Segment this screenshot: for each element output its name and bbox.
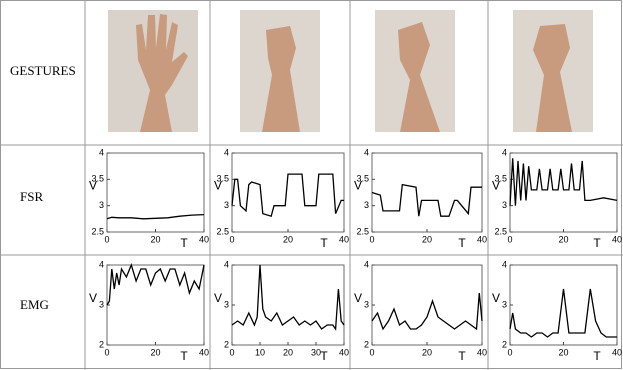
plot-frame [232,265,344,345]
signal-line [372,293,482,329]
y-tick-label: 4 [502,259,507,269]
x-tick-label: 0 [507,347,512,357]
x-tick-label: 20 [283,234,293,244]
x-tick-label: 40 [612,347,622,357]
y-tick-label: 4 [364,259,369,269]
signal-line [107,215,204,219]
plot-frame [107,265,204,345]
row-header: FSR [20,189,43,204]
x-axis-label: T [320,349,328,363]
x-tick-label: 20 [558,234,568,244]
plot-frame [232,153,344,232]
x-tick-label: 0 [369,347,374,357]
x-axis-label: T [458,349,466,363]
y-axis-label: V [214,179,222,193]
y-tick-label: 2.5 [494,226,507,236]
x-axis-label: T [593,349,601,363]
x-tick-label: 40 [199,234,209,244]
signal-line [510,289,617,337]
y-tick-label: 2 [99,339,104,349]
y-tick-label: 2 [502,339,507,349]
signal-line [232,174,344,216]
y-axis-label: V [89,291,97,305]
y-tick-label: 2.5 [216,226,229,236]
y-tick-label: 3 [364,299,369,309]
y-axis-label: V [354,179,362,193]
x-tick-label: 0 [104,347,109,357]
y-tick-label: 4 [224,259,229,269]
x-tick-label: 20 [558,347,568,357]
x-tick-label: 20 [283,347,293,357]
y-tick-label: 4 [502,147,507,157]
y-tick-label: 2 [364,339,369,349]
y-axis-label: V [354,291,362,305]
y-tick-label: 2.5 [356,226,369,236]
y-tick-label: 3 [224,200,229,210]
signal-line [107,265,204,305]
y-tick-label: 2.5 [91,226,104,236]
x-tick-label: 0 [369,234,374,244]
x-axis-label: T [180,236,188,250]
y-tick-label: 3 [99,200,104,210]
signal-line [510,158,617,205]
photo-open-hand [108,10,198,132]
x-tick-label: 20 [150,347,160,357]
x-axis-label: T [180,349,188,363]
y-tick-label: 4 [364,147,369,157]
plot-frame [107,153,204,232]
y-tick-label: 2 [224,339,229,349]
plot-frame [372,153,482,232]
x-axis-label: T [593,236,601,250]
signal-line [372,185,482,217]
x-tick-label: 0 [229,347,234,357]
y-tick-label: 3 [502,200,507,210]
x-tick-label: 40 [339,234,349,244]
row-header: EMG [20,297,49,312]
plot-frame [372,265,482,345]
x-tick-label: 40 [339,347,349,357]
y-tick-label: 3 [99,299,104,309]
photo-fist-2 [375,10,455,132]
signal-line [232,265,344,329]
x-tick-label: 0 [229,234,234,244]
x-tick-label: 20 [422,347,432,357]
x-tick-label: 20 [422,234,432,244]
x-tick-label: 40 [199,347,209,357]
x-tick-label: 20 [150,234,160,244]
y-axis-label: V [492,179,500,193]
row-header: GESTURES [10,63,76,78]
y-tick-label: 4 [99,147,104,157]
y-tick-label: 3 [364,200,369,210]
x-axis-label: T [320,236,328,250]
y-tick-label: 3 [502,299,507,309]
x-tick-label: 40 [477,347,487,357]
y-tick-label: 4 [99,259,104,269]
x-axis-label: T [458,236,466,250]
figure-table: GESTURES FSR EMG 2.533.5402040VT2.533.54… [0,0,623,370]
y-axis-label: V [89,179,97,193]
y-tick-label: 4 [224,147,229,157]
x-tick-label: 40 [612,234,622,244]
photo-fist-1 [240,10,320,132]
y-axis-label: V [492,291,500,305]
x-tick-label: 40 [477,234,487,244]
photo-fist-3 [513,10,593,132]
x-tick-label: 0 [507,234,512,244]
x-tick-label: 10 [255,347,265,357]
x-tick-label: 0 [104,234,109,244]
y-tick-label: 3 [224,299,229,309]
y-axis-label: V [214,291,222,305]
